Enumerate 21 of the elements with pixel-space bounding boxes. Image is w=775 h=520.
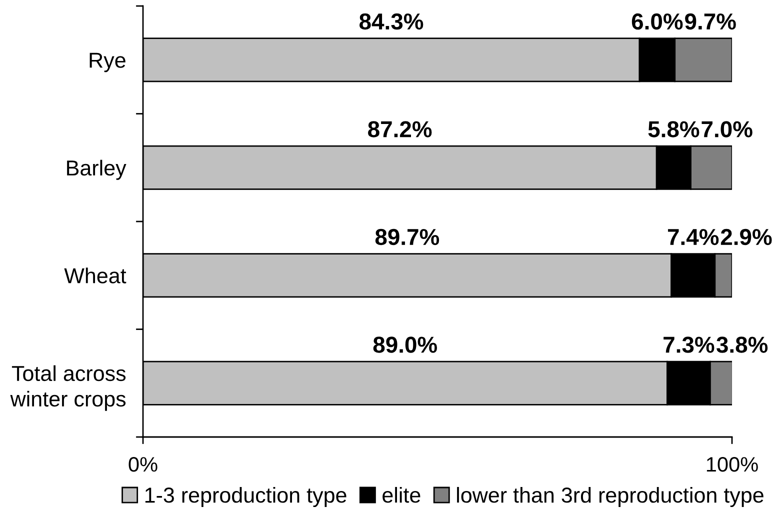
y-tick-label: Total across winter crops: [10, 365, 126, 411]
data-label: 9.7%: [685, 13, 736, 30]
data-label: 87.2%: [368, 121, 432, 138]
data-label: 3.8%: [716, 336, 768, 353]
data-label: 7.3%: [664, 336, 714, 353]
data-label: 6.0%: [632, 13, 683, 30]
legend-label: 1-3 reproduction type: [145, 486, 346, 508]
data-label: 89.7%: [375, 228, 440, 246]
data-label: 5.8%: [648, 121, 700, 138]
y-tick-label: Barley: [67, 160, 126, 180]
legend-label: elite: [382, 486, 420, 503]
data-label: 7.4%: [668, 228, 719, 246]
y-tick-label: Wheat: [64, 268, 126, 284]
legend-label: lower than 3rd reproduction type: [457, 486, 764, 508]
x-tick-label: 0%: [128, 456, 158, 472]
data-label: 89.0%: [373, 336, 437, 353]
data-label: 7.0%: [702, 121, 752, 138]
x-tick-label: 100%: [706, 456, 758, 472]
data-label: 84.3%: [360, 13, 424, 30]
y-tick-label: Rye: [90, 52, 126, 72]
data-label: 2.9%: [720, 228, 772, 246]
